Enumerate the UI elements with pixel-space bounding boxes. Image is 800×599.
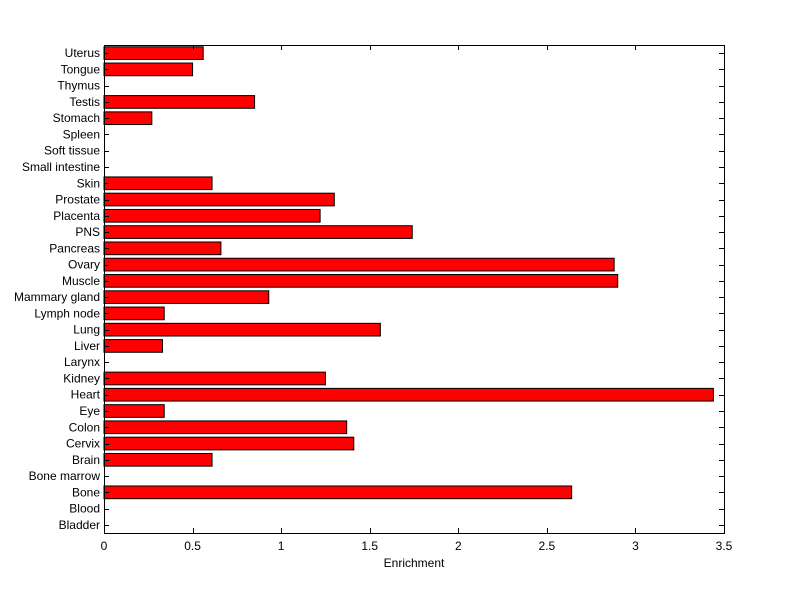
bar-uterus [103,46,204,60]
bars-layer [103,46,714,500]
x-tick-labels: 0 0.5 1 1.5 2 2.5 3 3.5 [101,539,733,553]
bar-stomach [103,111,153,126]
category-label-ovary: Ovary [68,258,100,272]
x-tick-label-5: 2.5 [539,539,556,553]
x-tick-label-7: 3.5 [716,539,733,553]
category-label-uterus: Uterus [65,46,100,60]
bar-bone [103,485,573,500]
bar-muscle [103,274,619,288]
bar-colon [103,420,348,435]
bar-lung [103,322,381,337]
category-label-skin: Skin [77,176,100,190]
bar-placenta [103,208,321,223]
x-tick-label-3: 1.5 [361,539,378,553]
category-label-heart: Heart [71,388,101,402]
category-label-pancreas: Pancreas [49,241,100,255]
category-label-soft-tissue: Soft tissue [44,144,100,158]
bar-lymph-node [103,306,165,321]
bar-prostate [103,192,335,207]
bar-pancreas [103,241,222,256]
x-tick-label-0: 0 [101,539,108,553]
x-tick-label-4: 2 [455,539,462,553]
category-label-larynx: Larynx [64,355,100,369]
ticks-layer [104,45,725,533]
category-label-bone: Bone [72,485,100,499]
category-label-blood: Blood [69,502,100,516]
bar-testis [103,95,256,109]
category-label-cervix: Cervix [66,437,100,451]
bar-liver [103,339,163,353]
plot-area-frame [104,45,725,534]
category-label-mammary-gland: Mammary gland [14,290,100,304]
category-labels: Bladder Blood Bone Bone marrow Brain Cervix Co… [14,46,101,532]
category-label-brain: Brain [72,453,100,467]
category-label-liver: Liver [74,339,100,353]
category-label-eye: Eye [79,404,100,418]
bar-heart [103,387,714,402]
category-label-bladder: Bladder [59,518,100,532]
bar-eye [103,404,165,418]
category-label-colon: Colon [69,420,100,434]
category-label-prostate: Prostate [55,193,100,207]
category-label-muscle: Muscle [62,274,100,288]
x-tick-label-6: 3 [632,539,639,553]
bar-pns [103,225,413,239]
bar-mammary-gland [103,290,270,304]
category-label-tongue: Tongue [61,62,101,76]
bar-skin [103,176,213,191]
x-axis-label: Enrichment [384,556,445,570]
category-label-placenta: Placenta [53,209,100,223]
category-label-bone-marrow: Bone marrow [29,469,101,483]
bar-ovary [103,257,615,272]
x-tick-label-1: 0.5 [184,539,201,553]
category-label-lung: Lung [73,323,100,337]
category-label-lymph-node: Lymph node [34,306,100,320]
category-label-pns: PNS [75,225,100,239]
category-label-kidney: Kidney [63,371,100,385]
x-tick-label-2: 1 [278,539,285,553]
bar-kidney [103,371,326,386]
category-label-small-intestine: Small intestine [22,160,100,174]
bar-brain [103,452,213,467]
category-label-stomach: Stomach [53,111,100,125]
bar-tongue [103,62,194,77]
category-label-spleen: Spleen [63,127,100,141]
category-label-thymus: Thymus [57,79,100,93]
bar-cervix [103,436,355,451]
category-label-testis: Testis [69,95,100,109]
